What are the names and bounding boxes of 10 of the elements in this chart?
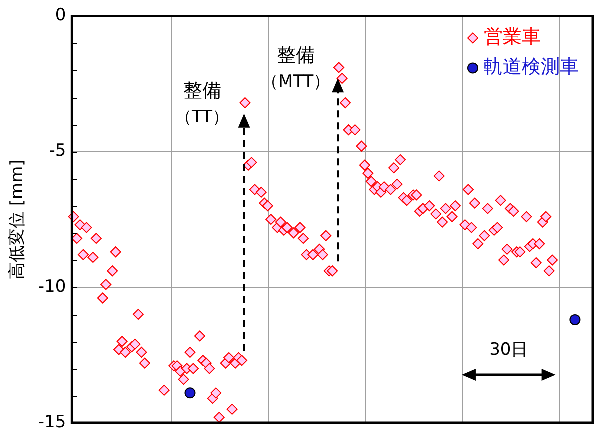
y-tick-label: -15 <box>38 412 66 432</box>
y-axis-title: 高低変位 [mm] <box>8 160 28 280</box>
legend-label: 営業車 <box>484 26 541 48</box>
legend-label: 軌道検測車 <box>484 56 579 78</box>
annotation: 整備（TT） <box>175 80 230 128</box>
y-tick-label: -10 <box>38 276 66 297</box>
y-tick-label: -5 <box>49 141 66 162</box>
annotation: 30日 <box>490 340 528 360</box>
y-tick-label: 0 <box>55 6 66 26</box>
annotation: 整備（MTT） <box>262 44 331 92</box>
